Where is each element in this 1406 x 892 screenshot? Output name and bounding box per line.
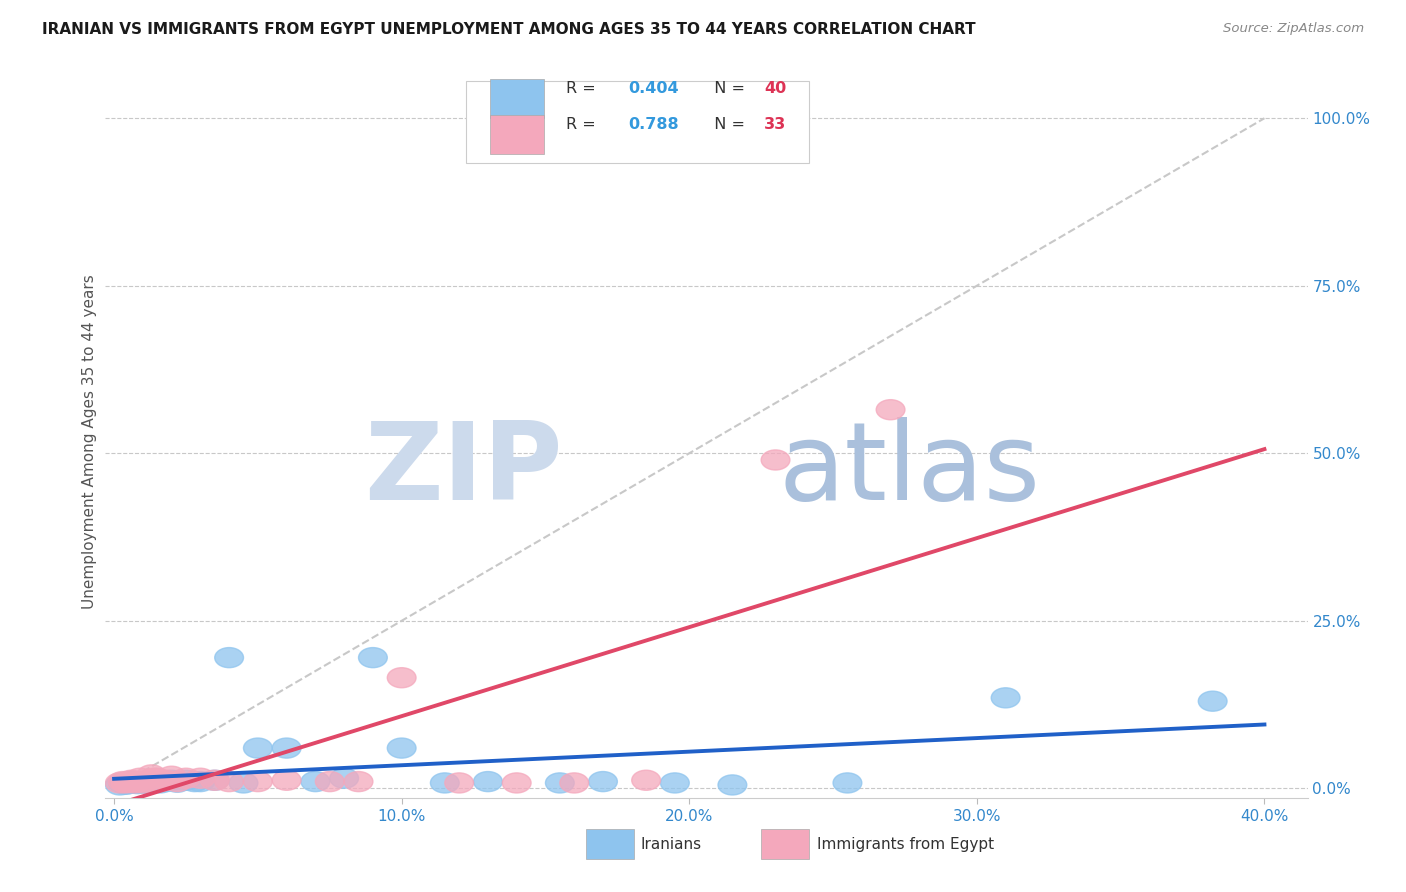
Ellipse shape	[163, 772, 191, 791]
Ellipse shape	[546, 772, 574, 793]
Ellipse shape	[125, 772, 155, 791]
Ellipse shape	[125, 768, 155, 789]
Ellipse shape	[111, 774, 141, 794]
Ellipse shape	[502, 772, 531, 793]
Ellipse shape	[152, 770, 180, 790]
Ellipse shape	[134, 773, 163, 794]
Ellipse shape	[991, 688, 1019, 708]
Ellipse shape	[387, 668, 416, 688]
Ellipse shape	[243, 772, 273, 791]
Ellipse shape	[146, 772, 174, 791]
Ellipse shape	[117, 772, 146, 793]
Ellipse shape	[186, 772, 215, 791]
Ellipse shape	[359, 648, 387, 668]
Text: R =: R =	[565, 81, 600, 96]
Ellipse shape	[301, 772, 330, 791]
Ellipse shape	[141, 768, 169, 789]
Ellipse shape	[273, 738, 301, 758]
Ellipse shape	[114, 772, 143, 791]
Ellipse shape	[180, 772, 209, 791]
Text: N =: N =	[704, 81, 751, 96]
Ellipse shape	[444, 772, 474, 793]
Ellipse shape	[718, 775, 747, 795]
Ellipse shape	[387, 738, 416, 758]
Ellipse shape	[273, 770, 301, 790]
FancyBboxPatch shape	[465, 81, 808, 163]
Ellipse shape	[201, 770, 229, 790]
FancyBboxPatch shape	[491, 79, 544, 119]
Ellipse shape	[120, 772, 149, 793]
Text: Source: ZipAtlas.com: Source: ZipAtlas.com	[1223, 22, 1364, 36]
Ellipse shape	[138, 772, 166, 793]
Text: R =: R =	[565, 117, 600, 132]
Ellipse shape	[876, 400, 905, 420]
Ellipse shape	[172, 768, 201, 789]
Ellipse shape	[163, 772, 191, 792]
Text: 0.404: 0.404	[628, 81, 679, 96]
Ellipse shape	[589, 772, 617, 791]
Ellipse shape	[108, 772, 138, 793]
Ellipse shape	[832, 772, 862, 793]
Text: Immigrants from Egypt: Immigrants from Egypt	[817, 837, 994, 852]
FancyBboxPatch shape	[761, 829, 808, 859]
Ellipse shape	[215, 648, 243, 668]
Ellipse shape	[186, 768, 215, 789]
Text: Iranians: Iranians	[640, 837, 702, 852]
Ellipse shape	[330, 768, 359, 789]
Ellipse shape	[138, 764, 166, 785]
Ellipse shape	[146, 772, 174, 793]
Ellipse shape	[430, 772, 460, 793]
Text: 33: 33	[765, 117, 786, 132]
Ellipse shape	[114, 772, 143, 792]
Ellipse shape	[1198, 691, 1227, 711]
Ellipse shape	[143, 772, 172, 792]
Ellipse shape	[560, 772, 589, 793]
Ellipse shape	[117, 770, 146, 790]
Ellipse shape	[105, 772, 134, 793]
Ellipse shape	[108, 772, 138, 791]
Ellipse shape	[122, 772, 152, 791]
Ellipse shape	[128, 772, 157, 793]
Text: N =: N =	[704, 117, 751, 132]
Ellipse shape	[114, 773, 143, 794]
Ellipse shape	[152, 772, 180, 791]
Ellipse shape	[661, 772, 689, 793]
Ellipse shape	[215, 772, 243, 791]
Ellipse shape	[474, 772, 502, 791]
Ellipse shape	[143, 768, 172, 789]
Ellipse shape	[344, 772, 373, 791]
Text: 40: 40	[765, 81, 786, 96]
Text: 0.788: 0.788	[628, 117, 679, 132]
Ellipse shape	[315, 772, 344, 791]
Ellipse shape	[131, 772, 160, 791]
Text: IRANIAN VS IMMIGRANTS FROM EGYPT UNEMPLOYMENT AMONG AGES 35 TO 44 YEARS CORRELAT: IRANIAN VS IMMIGRANTS FROM EGYPT UNEMPLO…	[42, 22, 976, 37]
Ellipse shape	[105, 775, 134, 795]
Ellipse shape	[134, 770, 163, 790]
Ellipse shape	[120, 772, 149, 792]
Text: ZIP: ZIP	[364, 417, 562, 523]
Ellipse shape	[157, 766, 186, 786]
Ellipse shape	[141, 772, 169, 791]
Ellipse shape	[201, 770, 229, 790]
FancyBboxPatch shape	[491, 115, 544, 154]
Ellipse shape	[229, 772, 257, 793]
Text: atlas: atlas	[779, 417, 1040, 523]
Ellipse shape	[761, 450, 790, 470]
Ellipse shape	[243, 738, 273, 758]
Ellipse shape	[157, 770, 186, 790]
Y-axis label: Unemployment Among Ages 35 to 44 years: Unemployment Among Ages 35 to 44 years	[82, 274, 97, 609]
Ellipse shape	[131, 772, 160, 792]
Ellipse shape	[128, 772, 157, 793]
Ellipse shape	[111, 772, 141, 793]
Ellipse shape	[122, 773, 152, 794]
Ellipse shape	[172, 770, 201, 790]
FancyBboxPatch shape	[586, 829, 634, 859]
Ellipse shape	[631, 770, 661, 790]
